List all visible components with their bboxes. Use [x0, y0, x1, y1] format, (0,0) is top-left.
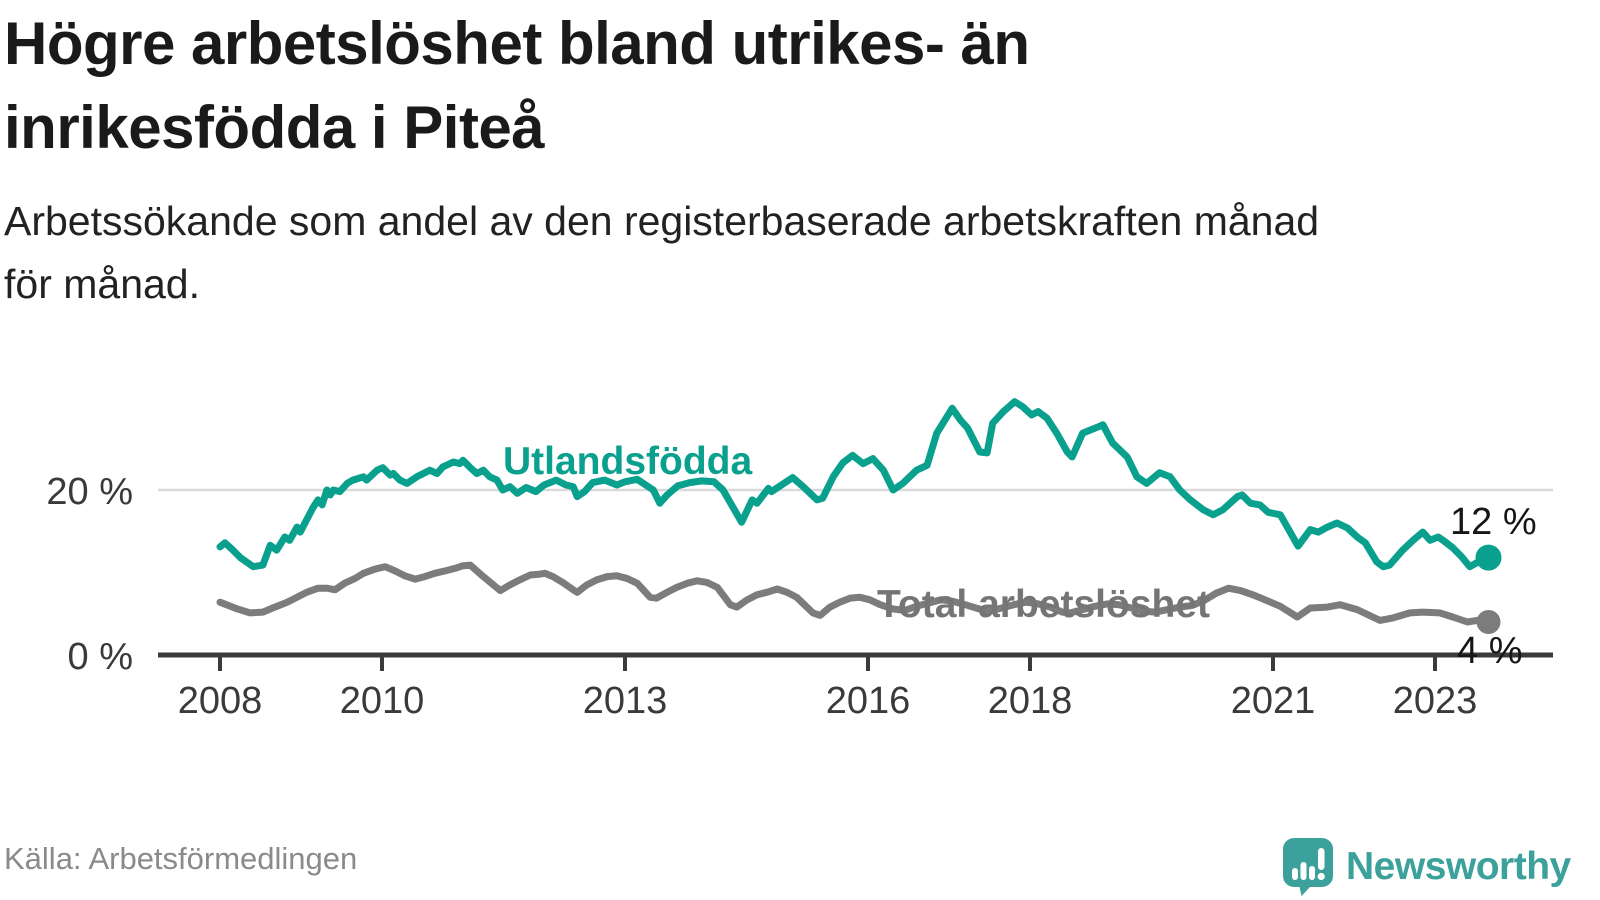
newsworthy-logo: Newsworthy — [1283, 838, 1571, 896]
subtitle-line-2: för månad. — [4, 261, 200, 307]
end-value-label-total: 4 % — [1457, 630, 1523, 672]
subtitle-line-1: Arbetssökande som andel av den registerb… — [4, 198, 1320, 244]
x-tick-label: 2010 — [340, 680, 425, 722]
series-line-total-arbetsloshet — [216, 561, 1492, 626]
brand-name: Newsworthy — [1346, 845, 1571, 888]
page-title: Högre arbetslöshet bland utrikes- än inr… — [4, 2, 1304, 170]
end-value-label-utlandsfodda: 12 % — [1450, 501, 1537, 543]
series-label-utlandsfodda: Utlandsfödda — [503, 440, 753, 483]
chart-subtitle: Arbetssökande som andel av den registerb… — [4, 190, 1564, 316]
x-tick-label: 2013 — [583, 680, 668, 722]
series-end-dot-total-arbetsloshet — [1476, 610, 1501, 634]
x-tick-label: 2016 — [826, 680, 911, 722]
title-line-2: inrikesfödda i Piteå — [4, 94, 545, 161]
source-credit: Källa: Arbetsförmedlingen — [4, 841, 358, 876]
y-tick-label: 0 % — [68, 636, 133, 678]
speech-bubble-shape — [1283, 838, 1333, 896]
exclamation-dot — [1317, 872, 1325, 881]
title-line-1: Högre arbetslöshet bland utrikes- än — [4, 10, 1030, 77]
newsworthy-bubble-chart-icon — [1283, 838, 1333, 896]
x-tick-label: 2008 — [178, 680, 263, 722]
bar-2 — [1300, 862, 1307, 880]
bar-3 — [1309, 866, 1315, 880]
y-tick-label: 20 % — [46, 471, 133, 513]
x-tick-label: 2023 — [1393, 680, 1478, 722]
series-end-dot-utlandsfodda — [1475, 544, 1502, 571]
series-line-utlandsfodda — [216, 398, 1492, 571]
bar-1 — [1292, 868, 1298, 880]
x-tick-label: 2018 — [988, 680, 1073, 722]
x-tick-label: 2021 — [1231, 680, 1316, 722]
exclamation-bar — [1318, 848, 1325, 870]
series-label-total-arbetsloshet: Total arbetslöshet — [877, 583, 1211, 626]
